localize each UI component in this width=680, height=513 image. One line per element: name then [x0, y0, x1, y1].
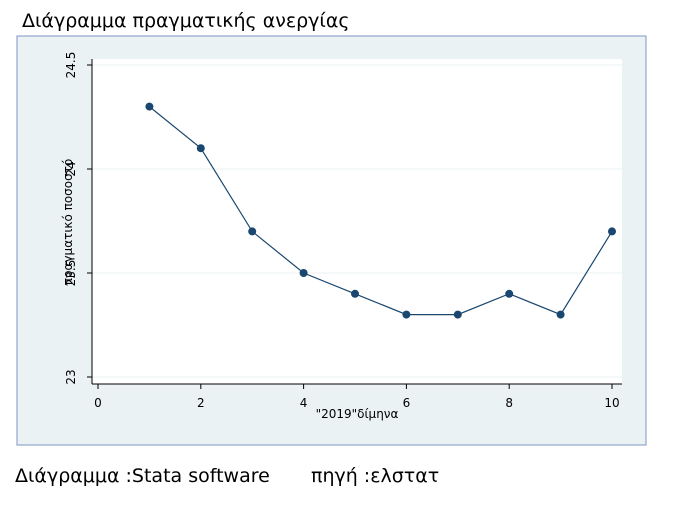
footer-left: Διάγραμμα :Stata software	[15, 465, 270, 487]
page-title: Διάγραμμα πραγματικής ανεργίας	[22, 10, 350, 32]
data-point	[402, 310, 411, 319]
y-tick-label: 24.5	[64, 52, 78, 79]
footer-right: πηγή :ελστατ	[311, 465, 439, 487]
data-point	[453, 310, 462, 319]
x-tick-label: 4	[300, 396, 308, 410]
data-point	[608, 227, 616, 236]
data-point	[556, 310, 565, 319]
data-point	[299, 269, 308, 277]
x-tick-label: 2	[197, 396, 205, 410]
x-tick-label: 10	[604, 396, 619, 410]
x-tick-label: 6	[403, 396, 411, 410]
x-axis-label: "2019"δίμηνα	[316, 407, 399, 421]
y-tick-label: 23.5	[64, 260, 78, 287]
y-tick-label: 24	[64, 161, 78, 176]
x-tick-label: 8	[505, 396, 513, 410]
y-axis-label: πραγματικό ποσοστό	[61, 159, 75, 286]
plot-area	[92, 59, 622, 384]
data-point	[196, 144, 205, 153]
data-point	[505, 289, 514, 298]
data-point	[351, 289, 359, 298]
data-point	[145, 102, 154, 111]
data-point	[248, 227, 257, 236]
y-tick-label: 23	[64, 369, 78, 384]
data-line	[149, 106, 613, 316]
x-tick-label: 0	[94, 396, 102, 410]
